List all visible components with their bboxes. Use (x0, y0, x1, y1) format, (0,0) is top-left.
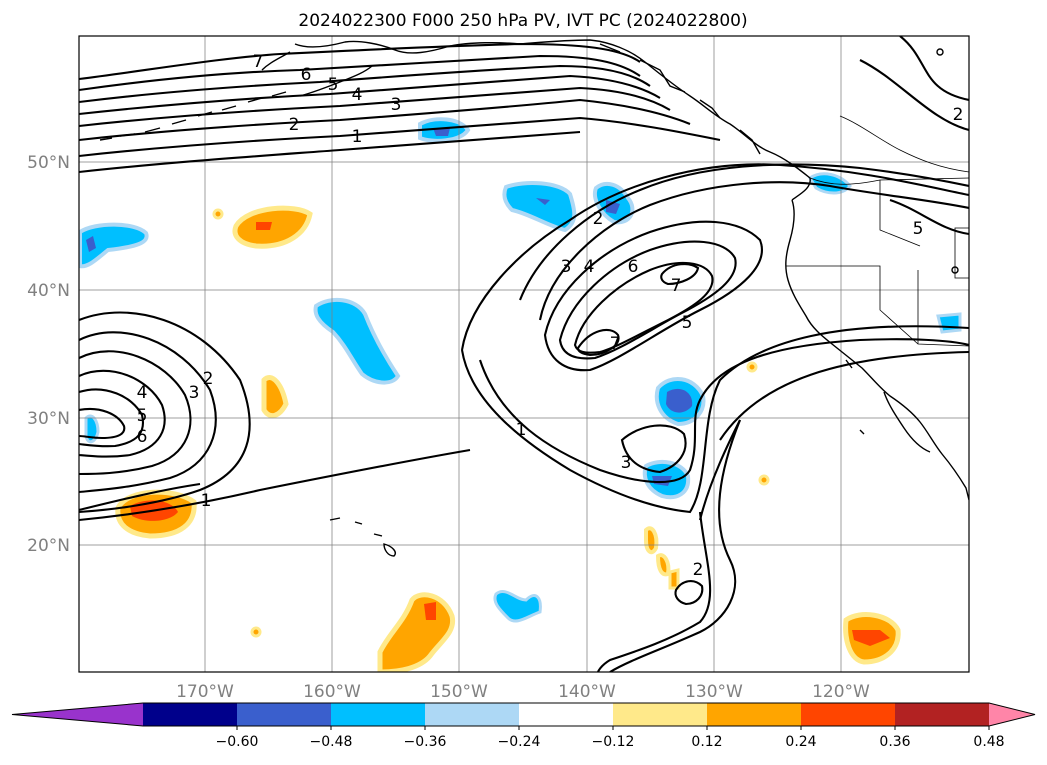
contour-label: 5 (913, 219, 924, 239)
ivt-contours (79, 36, 969, 672)
colorbar-label: −0.60 (216, 734, 259, 750)
latitude-labels: 50°N 40°N 30°N 20°N (27, 153, 70, 556)
lat-label: 30°N (27, 409, 70, 429)
colorbar-segment (613, 703, 708, 726)
contour-label: 3 (621, 453, 632, 473)
contour-label: 4 (584, 257, 595, 277)
contour-label: 5 (137, 406, 148, 426)
colorbar-segment (707, 703, 802, 726)
neg-anomaly (493, 590, 542, 623)
contour-label: 1 (352, 127, 363, 147)
contour-label: 3 (391, 95, 402, 115)
contour-label: 7 (671, 276, 682, 296)
contour-label: 1 (516, 420, 527, 440)
colorbar-segment (425, 703, 520, 726)
colorbar-label: −0.48 (310, 734, 353, 750)
contour-label: 7 (253, 52, 264, 72)
lon-label: 150°W (430, 682, 488, 702)
lon-label: 130°W (685, 682, 743, 702)
neg-anomaly (313, 297, 401, 385)
colorbar-label: −0.12 (592, 734, 635, 750)
colorbar-extend-low (12, 703, 143, 726)
pos-anomaly (261, 375, 289, 419)
lat-label: 50°N (27, 153, 70, 173)
colorbar-segment (143, 703, 238, 726)
contour-label: 3 (561, 257, 572, 277)
contour-label: 3 (189, 383, 200, 403)
contour-label: 6 (137, 427, 148, 447)
contour-label: 4 (137, 383, 148, 403)
colorbar-outline (11, 702, 1036, 727)
map-area: 7 6 5 4 3 2 1 2 4 5 6 3 2 3 4 6 7 7 5 1 … (79, 36, 969, 672)
lon-label: 170°W (176, 682, 234, 702)
neg-anomaly (84, 414, 100, 444)
pos-anomaly (655, 553, 671, 577)
lat-label: 20°N (27, 536, 70, 556)
pos-anomaly (232, 205, 313, 249)
contour-label: 2 (203, 369, 214, 389)
lon-label: 140°W (558, 682, 616, 702)
colorbar-label: −0.36 (404, 734, 447, 750)
colorbar-extend-high (989, 703, 1035, 726)
colorbar-segment (237, 703, 332, 726)
colorbar-segment (519, 703, 614, 726)
contour-label: 2 (953, 105, 964, 125)
colorbar-segment (895, 703, 990, 726)
map-frame (78, 35, 970, 673)
contour-label: 2 (289, 115, 300, 135)
lat-label: 40°N (27, 281, 70, 301)
lon-label: 160°W (303, 682, 361, 702)
neg-anomaly (502, 181, 577, 233)
contour-label: 1 (201, 491, 212, 511)
contour-label: 4 (352, 85, 363, 105)
pos-anomaly (644, 526, 659, 555)
shaded-anomalies (79, 117, 962, 672)
neg-anomaly (936, 312, 962, 334)
contour-label: 6 (301, 65, 312, 85)
political-borders (786, 115, 969, 347)
colorbar-label: 0.36 (879, 734, 910, 750)
contour-label: 2 (693, 560, 704, 580)
contour-label: 5 (328, 75, 339, 95)
contour-label: 2 (593, 209, 604, 229)
contour-labels: 7 6 5 4 3 2 1 2 4 5 6 3 2 3 4 6 7 7 5 1 … (137, 52, 964, 580)
neg-anomaly (79, 222, 149, 269)
colorbar-label: 0.48 (973, 734, 1004, 750)
colorbar-segment (331, 703, 426, 726)
colorbar-segment (801, 703, 896, 726)
west-coast-north-america (785, 199, 969, 501)
map-title: 2024022300 F000 250 hPa PV, IVT PC (2024… (298, 11, 747, 31)
contour-label: 6 (628, 257, 639, 277)
hawaii (329, 517, 396, 557)
colorbar-label: 0.24 (785, 734, 816, 750)
colorbar-label: −0.24 (498, 734, 541, 750)
colorbar: −0.60 −0.48 −0.36 −0.24 −0.12 0.12 0.24 0.36 0.4… (11, 702, 1036, 750)
contour-label: 5 (682, 313, 693, 333)
lon-label: 120°W (812, 682, 870, 702)
colorbar-label: 0.12 (691, 734, 722, 750)
contour-label: 7 (610, 334, 621, 354)
longitude-labels: 170°W 160°W 150°W 140°W 130°W 120°W (176, 682, 870, 702)
